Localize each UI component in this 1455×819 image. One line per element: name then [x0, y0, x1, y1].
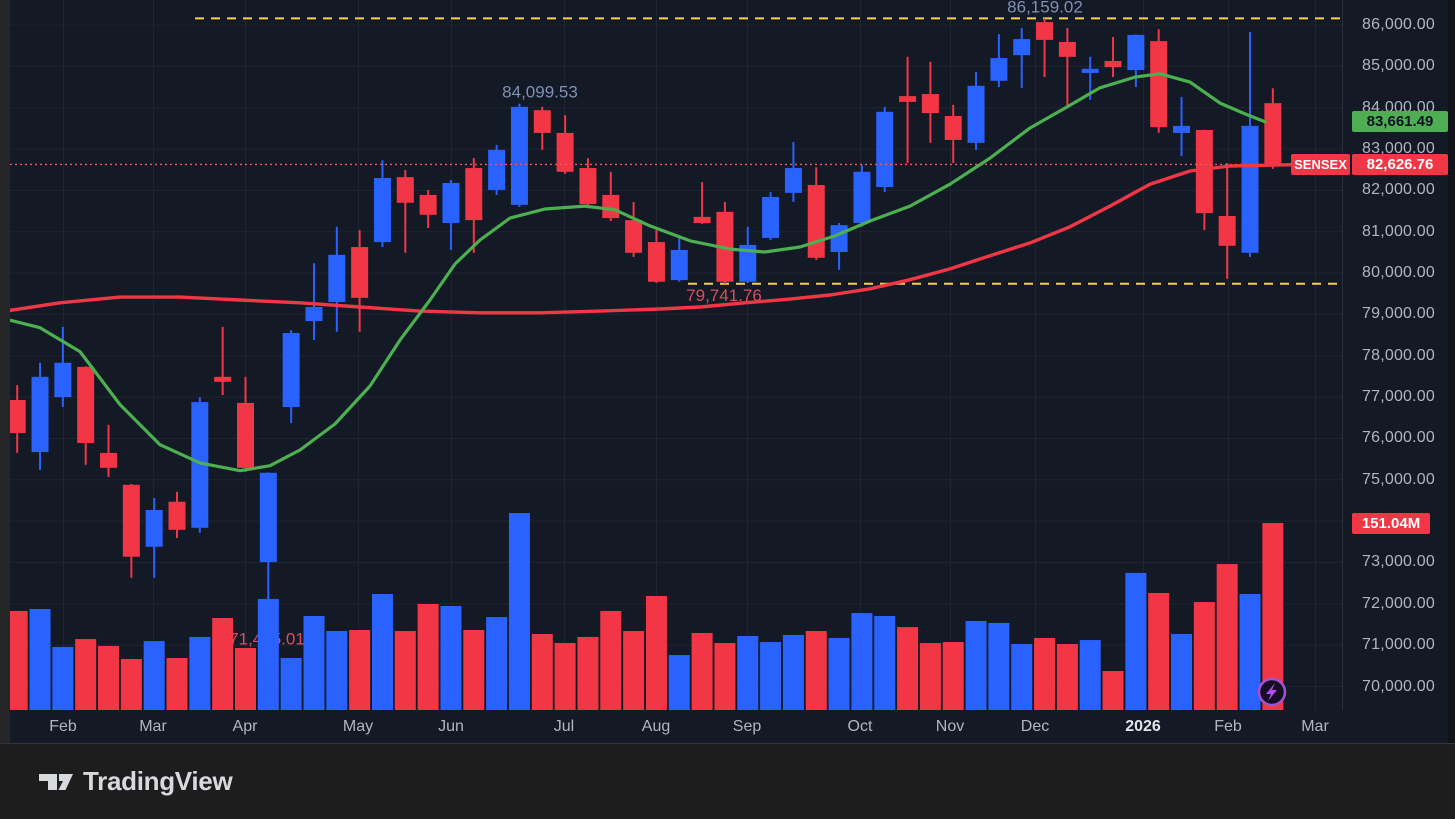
time-axis-label: Nov [935, 718, 965, 735]
time-axis-label: Mar [139, 718, 167, 735]
time-scale[interactable]: Feb Mar Apr May Jun Jul Aug Sep Oct Nov Dec 2026 Feb… [0, 710, 1455, 743]
candlesticks [8, 18, 1282, 628]
time-axis-label: Apr [232, 718, 258, 735]
price-axis-label: 80,000.00 [1362, 264, 1435, 282]
time-axis-label: 2026 [1125, 718, 1161, 735]
price-axis-label: 78,000.00 [1362, 346, 1435, 364]
price-axis-label: 82,000.00 [1362, 181, 1435, 199]
price-scale[interactable]: 86,000.00 85,000.00 84,000.00 83,000.00 82,0… [1342, 0, 1449, 710]
ma-fast-line [0, 72, 1267, 473]
svg-text:79,741.76: 79,741.76 [686, 286, 762, 305]
price-axis-label: 71,000.00 [1362, 636, 1435, 654]
ma-value-badge: 83,661.49 [1352, 111, 1448, 133]
price-axis-label: 75,000.00 [1362, 470, 1435, 488]
time-axis-label: Jul [553, 718, 575, 735]
time-axis-label: Sep [732, 718, 762, 735]
time-axis-label: Feb [49, 718, 77, 735]
price-axis-label: 77,000.00 [1362, 388, 1435, 406]
lightning-icon[interactable] [1257, 677, 1287, 707]
volume-value-badge: 151.04M [1352, 512, 1430, 534]
price-axis-label: 86,000.00 [1362, 16, 1435, 33]
brand-name[interactable]: TradingView [83, 766, 233, 796]
last-price-badge: 82,626.76 [1352, 153, 1448, 175]
time-axis-label: Jun [438, 718, 464, 735]
price-axis-label: 81,000.00 [1362, 222, 1435, 240]
time-axis-label: Mar [1301, 718, 1329, 735]
price-axis-label: 73,000.00 [1362, 553, 1435, 571]
footer-bar: TradingView [0, 743, 1455, 819]
price-axis-label: 85,000.00 [1362, 57, 1435, 75]
tradingview-logo-icon[interactable] [38, 769, 74, 795]
time-axis-label: Feb [1214, 718, 1242, 735]
time-axis-label: Dec [1020, 718, 1050, 735]
symbol-badge: SENSEX [1291, 153, 1350, 175]
svg-text:86,159.02: 86,159.02 [1007, 0, 1083, 16]
svg-text:84,099.53: 84,099.53 [502, 83, 578, 102]
ma-slow-line [0, 162, 1294, 315]
price-axis-label: 83,000.00 [1362, 140, 1435, 158]
window-left-edge [0, 0, 10, 743]
price-axis-label: 76,000.00 [1362, 429, 1435, 447]
price-axis-label: 70,000.00 [1362, 677, 1435, 695]
time-axis-label: Oct [847, 718, 873, 735]
window-right-edge [1448, 0, 1455, 743]
price-axis-label: 79,000.00 [1362, 305, 1435, 323]
price-axis-label: 72,000.00 [1362, 594, 1435, 612]
volume-bars [6, 513, 1284, 710]
time-axis-label: May [342, 718, 374, 735]
time-axis-label: Aug [641, 718, 671, 735]
